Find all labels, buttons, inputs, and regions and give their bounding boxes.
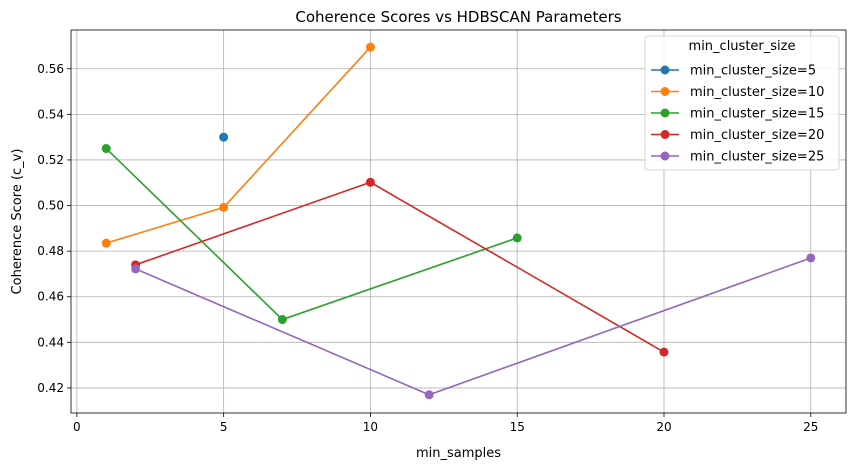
legend-label: min_cluster_size=15 (690, 107, 824, 122)
data-point (101, 144, 111, 154)
legend-label: min_cluster_size=10 (690, 85, 824, 100)
data-point (101, 238, 111, 248)
legend-item: min_cluster_size=10 (651, 85, 824, 100)
x-tick-label: 5 (220, 420, 228, 434)
legend-item: min_cluster_size=15 (651, 107, 824, 122)
y-tick-label: 0.50 (37, 199, 64, 213)
legend-title: min_cluster_size (689, 39, 796, 54)
legend-item: min_cluster_size=5 (651, 64, 816, 79)
series-0 (219, 132, 229, 142)
chart-title: Coherence Scores vs HDBSCAN Parameters (295, 8, 621, 26)
legend-swatch-marker (660, 108, 670, 118)
plot-frame (70, 29, 847, 414)
x-tick-label: 15 (510, 420, 525, 434)
series-layer (101, 42, 816, 400)
data-point (131, 264, 141, 274)
x-tick-label: 20 (656, 420, 671, 434)
series-line (105, 147, 518, 321)
data-point (806, 253, 816, 263)
series-2 (101, 144, 522, 325)
data-point (219, 132, 229, 142)
series-3 (131, 177, 669, 357)
y-tick-label: 0.52 (37, 153, 64, 167)
data-point (659, 347, 669, 357)
x-axis-label: min_samples (416, 446, 501, 461)
y-axis-label: Coherence Score (c_v) (10, 149, 25, 295)
legend-item: min_cluster_size=20 (651, 128, 824, 143)
data-point (365, 42, 375, 52)
data-point (219, 202, 229, 212)
series-1 (101, 42, 375, 248)
y-tick-label: 0.46 (37, 290, 64, 304)
y-tick-label: 0.42 (37, 381, 64, 395)
legend-swatch-marker (660, 151, 670, 161)
legend-item: min_cluster_size=25 (651, 150, 824, 165)
series-line (135, 181, 665, 353)
y-tick-label: 0.48 (37, 244, 64, 258)
y-tick-label: 0.54 (37, 107, 64, 121)
x-tick-label: 0 (73, 420, 81, 434)
legend-swatch-marker (660, 65, 670, 75)
legend: min_cluster_size min_cluster_size=5min_c… (644, 35, 840, 171)
data-point (512, 233, 522, 243)
x-axis-ticks: 0 5 10 15 20 25 (73, 413, 818, 434)
series-line (105, 46, 372, 244)
legend-label: min_cluster_size=25 (690, 150, 824, 165)
data-point (424, 390, 434, 400)
data-point (365, 177, 375, 187)
y-axis-ticks: 0.42 0.44 0.46 0.48 0.50 0.52 0.54 0.56 (37, 62, 71, 395)
y-tick-label: 0.56 (37, 62, 64, 76)
legend-box (644, 35, 840, 171)
x-tick-label: 25 (803, 420, 818, 434)
series-line (135, 257, 812, 396)
legend-swatch-marker (660, 87, 670, 96)
series-4 (131, 253, 816, 400)
legend-swatch-marker (660, 130, 670, 139)
legend-label: min_cluster_size=20 (690, 128, 824, 143)
y-tick-label: 0.44 (37, 335, 64, 349)
legend-label: min_cluster_size=5 (690, 64, 816, 79)
legend-items: min_cluster_size=5 min_cluster_size=10min… (651, 64, 824, 165)
data-point (277, 315, 287, 325)
x-tick-label: 10 (363, 420, 378, 434)
